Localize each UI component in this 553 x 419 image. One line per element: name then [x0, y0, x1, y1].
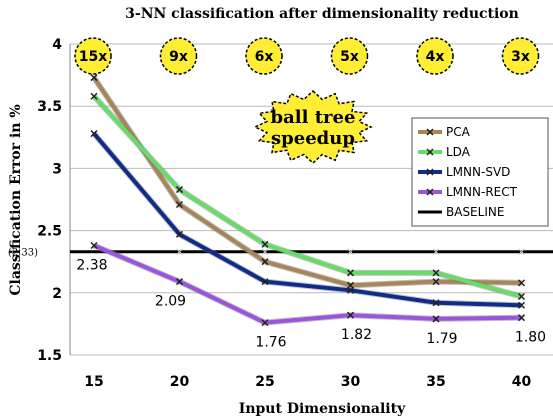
y-tick-label: 1.5: [37, 348, 62, 364]
data-label: 2.09: [155, 294, 186, 310]
annotation-line1: ball tree: [271, 107, 356, 128]
data-label: 1.79: [426, 331, 457, 347]
data-point: [90, 241, 98, 250]
baseline-value-label: (2.33): [8, 248, 38, 259]
y-tick-label: 3.5: [37, 99, 62, 115]
data-point: [517, 314, 526, 322]
speedup-label: 6x: [255, 49, 274, 65]
series-line: [92, 94, 523, 299]
series-line: [92, 76, 522, 288]
data-point: [432, 315, 440, 323]
data-point: [175, 200, 184, 209]
data-point: [175, 186, 184, 194]
data-label: 1.76: [255, 335, 286, 351]
legend-marker: [426, 128, 434, 136]
data-labels: 2.38 2.09 1.76 1.82 1.79 1.80: [76, 258, 546, 351]
baseline: (2.33): [8, 248, 553, 259]
data-point: [261, 278, 269, 286]
legend: PCA LDA LMNN-SVD LMNN-RECT BASELINE: [411, 117, 549, 227]
annotation-line2: speedup: [271, 128, 355, 149]
data-point: [517, 279, 526, 287]
baseline-marker: [261, 248, 269, 256]
data-point: [90, 130, 98, 138]
x-tick-label: 15: [84, 374, 103, 390]
speedup-label: 15x: [79, 49, 108, 65]
speedup-label: 5x: [340, 49, 359, 65]
data-point: [261, 240, 269, 248]
y-tick-label: 2: [52, 286, 62, 302]
baseline-marker: [176, 248, 183, 256]
data-point: [261, 319, 269, 327]
data-label: 1.80: [515, 330, 546, 346]
speedup-badge: [74, 37, 112, 75]
speedup-label: 9x: [169, 49, 188, 65]
data-label: 1.82: [341, 327, 372, 343]
y-tick-label: 4: [52, 37, 62, 53]
data-point: [517, 293, 526, 301]
legend-marker: [426, 148, 434, 156]
series-line: [93, 243, 522, 325]
y-tick-label: 2.5: [37, 224, 62, 240]
x-tick-label: 30: [341, 374, 361, 390]
legend-label: LMNN-RECT: [446, 185, 518, 199]
data-point: [346, 269, 355, 277]
data-point: [432, 299, 440, 307]
annotation-burst: [253, 89, 373, 165]
data-point: [90, 74, 98, 82]
x-tick-label: 35: [426, 374, 445, 390]
y-axis-label: Classification Error in %: [8, 104, 24, 295]
legend-label: PCA: [446, 125, 471, 139]
legend-label: LDA: [446, 145, 471, 159]
series-line: [92, 132, 522, 308]
data-point: [346, 311, 355, 319]
data-point: [517, 301, 526, 309]
data-point: [90, 92, 98, 100]
y-ticks: 1.5 2 2.5 3 3.5 4: [37, 37, 62, 364]
series-group: [90, 74, 526, 327]
y-tick-label: 3: [52, 161, 62, 177]
speedup-label: 3x: [511, 49, 530, 65]
data-label: 2.38: [76, 258, 107, 274]
legend-label: LMNN-SVD: [446, 165, 510, 179]
data-point: [175, 278, 184, 286]
speedup-badge: [501, 37, 540, 75]
speedup-badges: 15x 9x 6x 5x 4x 3x: [74, 37, 540, 75]
data-point: [346, 286, 355, 294]
x-tick-label: 40: [512, 374, 532, 390]
legend-label: BASELINE: [446, 205, 504, 219]
speedup-badge: [416, 37, 454, 75]
speedup-label: 4x: [426, 49, 445, 65]
x-tick-label: 20: [170, 374, 190, 390]
x-axis-label: Input Dimensionality: [239, 401, 406, 417]
data-point: [432, 269, 440, 277]
data-point: [261, 258, 269, 266]
x-tick-label: 25: [255, 374, 274, 390]
chart-title: 3-NN classification after dimensionality…: [125, 6, 519, 22]
baseline-marker: [347, 248, 354, 256]
legend-marker: [426, 168, 434, 176]
baseline-marker: [518, 248, 525, 256]
legend-marker: [426, 188, 434, 196]
speedup-badge: [159, 37, 198, 75]
data-point: [175, 230, 184, 238]
speedup-badge: [330, 37, 369, 75]
data-point: [432, 278, 440, 286]
x-ticks: 15 20 25 30 35 40: [84, 374, 531, 390]
speedup-badge: [245, 37, 283, 75]
baseline-marker: [432, 248, 440, 256]
